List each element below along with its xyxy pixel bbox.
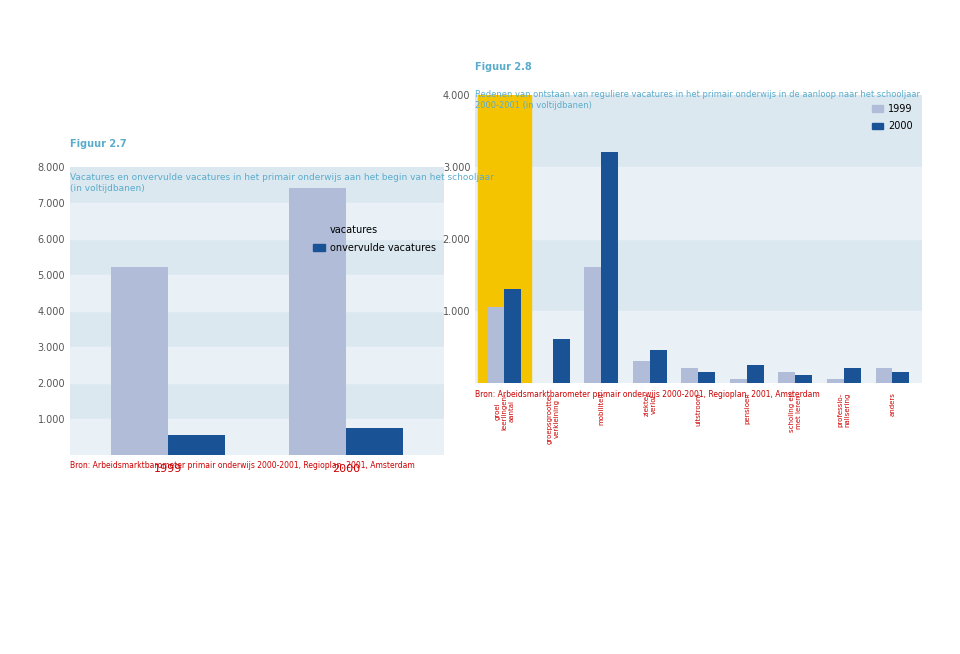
Bar — [475, 311, 922, 383]
Bar — [844, 368, 861, 383]
Bar — [827, 379, 844, 383]
Bar — [893, 371, 909, 383]
Text: Figuur 2.8: Figuur 2.8 — [475, 62, 532, 72]
Bar — [70, 275, 444, 311]
Text: Vacatures en onvervulde vacatures in het primair onderwijs aan het begin van het: Vacatures en onvervulde vacatures in het… — [70, 173, 494, 193]
Legend: vacatures, onvervulde vacatures: vacatures, onvervulde vacatures — [309, 221, 440, 256]
Bar — [633, 361, 650, 383]
Text: Figuur 2.7: Figuur 2.7 — [70, 139, 127, 149]
Bar — [585, 267, 601, 383]
Bar — [475, 167, 922, 239]
Bar — [70, 347, 444, 383]
Bar — [779, 371, 796, 383]
Bar — [289, 188, 347, 455]
Bar — [488, 307, 504, 383]
Bar — [70, 203, 444, 239]
Bar — [601, 152, 618, 383]
Bar — [168, 435, 226, 455]
Bar — [876, 368, 893, 383]
Bar — [111, 267, 168, 455]
Bar — [698, 371, 715, 383]
Bar — [747, 365, 764, 383]
Text: Redenen van ontstaan van reguliere vacatures in het primair onderwijs in de aanl: Redenen van ontstaan van reguliere vacat… — [475, 90, 921, 110]
Bar — [347, 428, 403, 455]
Bar — [553, 339, 570, 383]
Bar — [478, 95, 531, 383]
Legend: 1999, 2000: 1999, 2000 — [868, 99, 917, 135]
Bar — [682, 368, 698, 383]
Text: Bron: Arbeidsmarktbarometer primair onderwijs 2000-2001, Regioplan, 2001, Amster: Bron: Arbeidsmarktbarometer primair onde… — [475, 390, 820, 399]
Bar — [504, 289, 521, 383]
Bar — [796, 375, 812, 383]
Bar — [650, 351, 667, 383]
Text: Bron: Arbeidsmarktbarometer primair onderwijs 2000-2001, Regioplan, 2001, Amster: Bron: Arbeidsmarktbarometer primair onde… — [70, 460, 415, 470]
Bar — [70, 419, 444, 455]
Bar — [730, 379, 747, 383]
